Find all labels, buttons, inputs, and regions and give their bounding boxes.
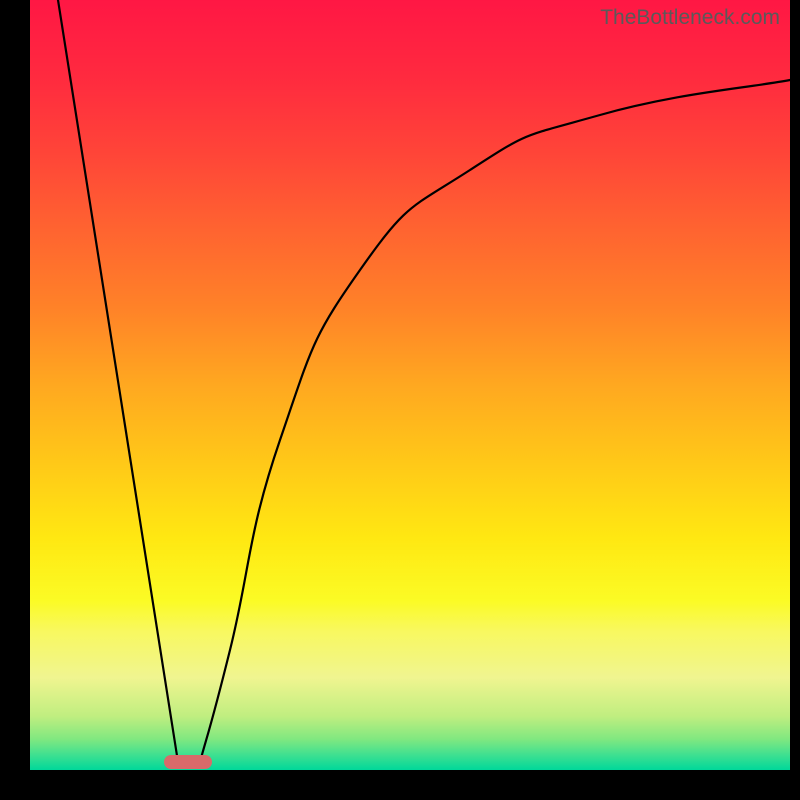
chart-svg (0, 0, 800, 800)
bottleneck-chart: TheBottleneck.com (0, 0, 800, 800)
watermark-text: TheBottleneck.com (600, 6, 780, 30)
